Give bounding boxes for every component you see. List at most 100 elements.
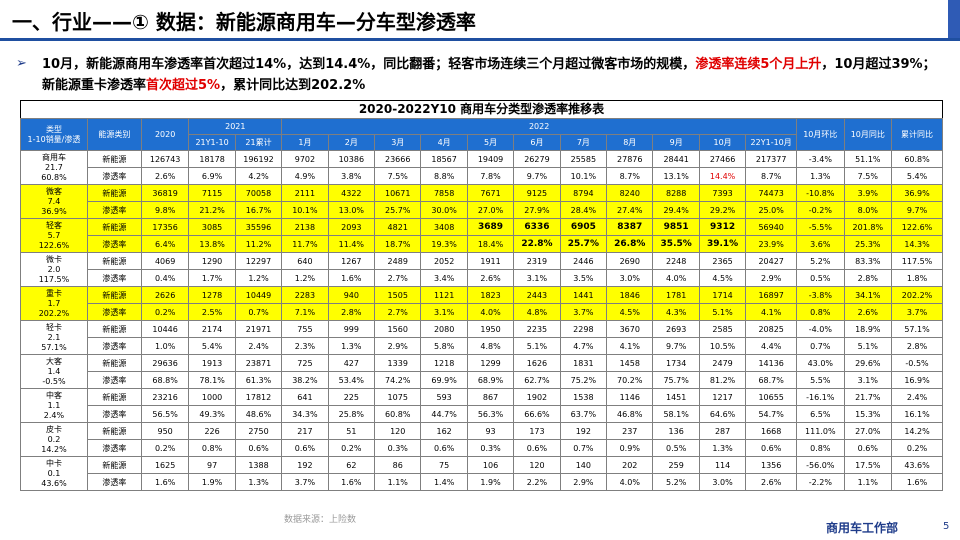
data-cell: 1441	[559, 286, 608, 304]
vehicle-type-cell: 商用车 21.7 60.8%	[20, 150, 88, 185]
data-cell: 0.6%	[513, 439, 561, 457]
data-cell: 12297	[234, 252, 283, 270]
data-cell: 1278	[188, 286, 236, 304]
data-cell: 16.1%	[891, 405, 943, 423]
header-oct-mom: 10月环比	[796, 118, 845, 151]
data-cell: 56.5%	[140, 405, 190, 423]
data-cell: 225	[327, 388, 376, 406]
data-cell: 7671	[466, 184, 515, 202]
table-row: 中客 1.1 2.4% 新能源 23216 1000 17812 641 225 1075 59…	[20, 388, 943, 423]
data-cell: 122.6%	[891, 218, 943, 236]
data-cell: 1.6%	[891, 473, 943, 491]
data-cell: 2.8%	[891, 337, 943, 355]
data-cell: 56.3%	[466, 405, 515, 423]
data-cell: 13.0%	[327, 201, 376, 219]
data-cell: 10449	[234, 286, 283, 304]
data-cell: 27466	[698, 150, 747, 168]
energy-kind-cell: 渗透率	[86, 337, 142, 355]
data-cell: 5.4%	[891, 167, 943, 185]
data-cell: 26279	[513, 150, 561, 168]
table-row: 渗透率 1.6% 1.9% 1.3% 3.7% 1.6% 1.1% 1.4% 1.9% 2.2% 2…	[21, 473, 943, 491]
data-cell: 13.1%	[652, 167, 700, 185]
data-cell: 1121	[420, 286, 468, 304]
data-cell: 1.9%	[466, 473, 515, 491]
table-row: 渗透率 68.8% 78.1% 61.3% 38.2% 53.4% 74.2% 69.9% 68…	[21, 371, 943, 389]
data-cell: 69.9%	[420, 371, 468, 389]
summary-segment: ，10月超过39%；新能源重卡渗透率	[42, 57, 936, 93]
data-cell: 192	[559, 422, 608, 440]
data-cell: 950	[140, 422, 190, 440]
data-cell: 1831	[559, 354, 608, 372]
energy-kind-cell: 渗透率	[86, 269, 142, 287]
data-cell: 1714	[698, 286, 747, 304]
data-cell: 1000	[188, 388, 236, 406]
data-cell: 1217	[698, 388, 747, 406]
data-cell: -5.5%	[796, 218, 845, 236]
data-cell: 9702	[281, 150, 329, 168]
data-cell: 17.5%	[843, 456, 893, 474]
data-cell: 2235	[513, 320, 561, 338]
data-cell: 48.6%	[234, 405, 283, 423]
data-cell: 173	[513, 422, 561, 440]
vehicle-type-cell: 微客 7.4 36.9%	[20, 184, 88, 219]
data-cell: 3670	[606, 320, 654, 338]
data-cell: 3.1%	[513, 269, 561, 287]
data-cell: 259	[652, 456, 700, 474]
data-cell: 11.7%	[281, 235, 329, 253]
data-cell: 8.7%	[606, 167, 654, 185]
data-cell: 1218	[420, 354, 468, 372]
table-row: 轻客 5.7 122.6% 新能源 17356 3085 35596 2138 2093 48…	[20, 218, 943, 253]
data-cell: 10.1%	[281, 201, 329, 219]
data-cell: 1458	[606, 354, 654, 372]
table-row: 皮卡 0.2 14.2% 新能源 950 226 2750 217 51 120 162 93 17…	[20, 422, 943, 457]
data-cell: 4.5%	[606, 303, 654, 321]
data-cell: 2626	[140, 286, 190, 304]
data-cell: 3.7%	[559, 303, 608, 321]
data-cell: 140	[559, 456, 608, 474]
data-cell: 8387	[606, 218, 654, 236]
data-cell: 81.2%	[698, 371, 747, 389]
data-cell: 35596	[234, 218, 283, 236]
data-cell: 2283	[281, 286, 329, 304]
data-cell: 1290	[188, 252, 236, 270]
data-cell: 2.2%	[513, 473, 561, 491]
data-cell: 2052	[420, 252, 468, 270]
header-2022: 2022	[281, 118, 798, 135]
data-cell: 74.2%	[374, 371, 422, 389]
data-cell: 18567	[420, 150, 468, 168]
data-cell: 0.2%	[140, 439, 190, 457]
data-cell: 5.2%	[652, 473, 700, 491]
header-oct-yoy: 10月同比	[843, 118, 893, 151]
energy-kind-cell: 新能源	[86, 286, 142, 304]
data-cell: 2.6%	[843, 303, 893, 321]
data-cell: 28441	[652, 150, 700, 168]
summary-segment: ，累计同比达到202.2%	[220, 78, 366, 93]
energy-kind-cell: 渗透率	[86, 303, 142, 321]
data-cell: -0.5%	[891, 354, 943, 372]
data-cell: 1913	[188, 354, 236, 372]
data-cell: 3.9%	[843, 184, 893, 202]
data-cell: 114	[698, 456, 747, 474]
data-cell: 5.4%	[188, 337, 236, 355]
data-cell: 3.1%	[420, 303, 468, 321]
table-row: 轻卡 2.1 57.1% 新能源 10446 2174 21971 755 999 1560 2…	[20, 320, 943, 355]
energy-kind-cell: 渗透率	[86, 473, 142, 491]
data-cell: 4.1%	[745, 303, 798, 321]
data-cell: 0.4%	[140, 269, 190, 287]
data-cell: 0.2%	[140, 303, 190, 321]
data-cell: 0.8%	[796, 439, 845, 457]
bullet-arrow-icon: ➢	[16, 56, 27, 71]
energy-kind-cell: 新能源	[86, 456, 142, 474]
data-cell: 62	[327, 456, 376, 474]
energy-kind-cell: 新能源	[86, 150, 142, 168]
subheader-2021: 21累计	[234, 134, 283, 151]
data-cell: 1299	[466, 354, 515, 372]
data-cell: 0.8%	[188, 439, 236, 457]
subheader-2022: 22Y1-10月	[745, 134, 798, 151]
subheader-2022: 6月	[513, 134, 561, 151]
data-cell: 9125	[513, 184, 561, 202]
data-cell: 97	[188, 456, 236, 474]
data-cell: 4.9%	[281, 167, 329, 185]
data-cell: 1538	[559, 388, 608, 406]
data-cell: 43.0%	[796, 354, 845, 372]
